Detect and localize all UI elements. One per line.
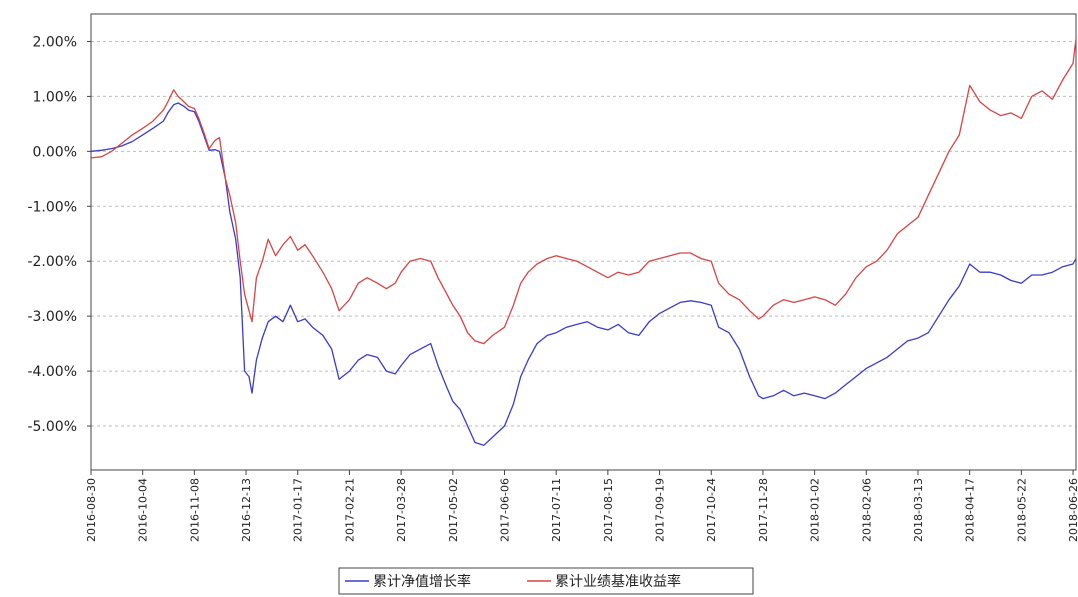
- x-tick-label: 2018-05-22: [1015, 478, 1028, 542]
- x-tick-label: 2017-02-21: [343, 478, 356, 542]
- x-tick-label: 2018-03-13: [912, 478, 925, 542]
- x-tick-label: 2017-10-24: [705, 478, 718, 542]
- y-tick-label: 1.00%: [33, 89, 77, 105]
- y-tick-label: -2.00%: [27, 254, 77, 270]
- x-tick-label: 2017-11-28: [757, 478, 770, 542]
- series-line-1: [90, 102, 1077, 446]
- x-tick-label: 2018-04-17: [964, 478, 977, 542]
- x-tick-label: 2018-02-06: [860, 478, 873, 542]
- x-tick-label: 2016-11-08: [188, 478, 201, 542]
- x-tick-label: 2017-01-17: [292, 478, 305, 542]
- x-tick-label: 2016-08-30: [85, 478, 98, 542]
- legend-label-series-1: 累计净值增长率: [373, 573, 471, 590]
- y-tick-label: -1.00%: [27, 199, 77, 215]
- legend: 累计净值增长率 累计业绩基准收益率: [338, 567, 754, 595]
- x-tick-label: 2016-10-04: [137, 478, 150, 542]
- y-tick-label: -5.00%: [27, 419, 77, 435]
- y-axis: 2.00% 1.00% 0.00% -1.00% -2.00% -3.00% -4.00% -…: [27, 34, 91, 435]
- grid: [91, 40, 1076, 427]
- x-tick-label: 2016-12-13: [240, 478, 253, 542]
- y-tick-label: -4.00%: [27, 364, 77, 380]
- x-tick-label: 2017-03-28: [395, 478, 408, 542]
- series-layer: [90, 38, 1077, 446]
- y-tick-label: -3.00%: [27, 309, 77, 325]
- x-tick-label: 2017-08-15: [602, 478, 615, 542]
- series-line-2: [90, 38, 1077, 345]
- y-tick-label: 0.00%: [33, 144, 77, 160]
- x-tick-label: 2017-09-19: [654, 478, 667, 542]
- x-axis: 2016-08-30 2016-10-04 2016-11-08 2016-12-13…: [85, 470, 1078, 542]
- x-tick-label: 2017-07-11: [550, 478, 563, 542]
- legend-label-series-2: 累计业绩基准收益率: [555, 573, 681, 590]
- x-tick-label: 2018-06-26: [1067, 478, 1078, 542]
- y-tick-label: 2.00%: [33, 34, 77, 50]
- x-tick-label: 2018-01-02: [809, 478, 822, 542]
- plot-frame: [90, 13, 1077, 471]
- x-tick-label: 2017-05-02: [447, 478, 460, 542]
- x-tick-label: 2017-06-06: [498, 478, 511, 542]
